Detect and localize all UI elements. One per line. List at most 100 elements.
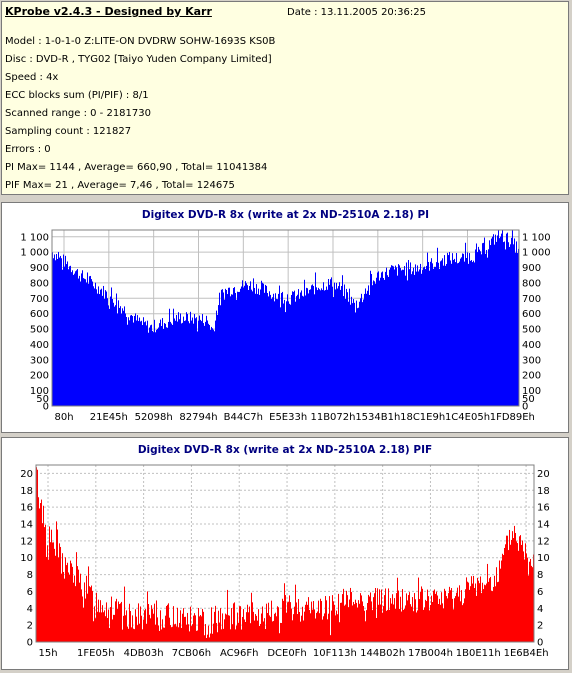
data-bar [431,595,432,642]
data-bar [207,320,208,406]
data-bar [266,285,267,406]
data-bar [147,591,148,642]
data-bar [388,588,389,642]
data-bar [529,561,530,642]
data-bar [375,587,376,642]
data-bar [451,588,452,642]
y-tick-label-left: 12 [20,536,33,547]
data-bar [190,606,191,642]
app-title: KProbe v2.4.3 - Designed by Karr [5,5,212,18]
data-bar [441,260,442,406]
data-bar [527,557,528,642]
data-bar [442,603,443,642]
data-bar [396,593,397,642]
chart-title: Digitex DVD-R 8x (write at 2x ND-2510A 2… [142,209,429,221]
data-bar [63,254,64,406]
data-bar [308,597,309,642]
data-bar [231,294,232,406]
x-tick-label: 144B02h [360,648,405,659]
data-bar [183,608,184,642]
data-bar [181,627,182,642]
data-bar [382,612,383,642]
data-bar [69,266,70,406]
data-bar [340,602,341,642]
data-bar [317,290,318,406]
x-tick-label: 1FD89Eh [490,412,535,423]
data-bar [201,321,202,406]
data-bar [131,627,132,642]
data-bar [213,329,214,406]
data-bar [302,295,303,406]
data-bar [525,543,526,642]
y-tick-label-right: 1 000 [522,248,551,259]
data-bar [55,260,56,406]
data-bar [272,297,273,406]
data-bar [138,321,139,406]
data-bar [57,529,58,642]
data-bar [266,603,267,642]
data-bar [327,619,328,642]
data-bar [201,616,202,642]
data-bar [413,611,414,642]
data-bar [154,319,155,406]
data-bar [123,310,124,406]
data-bar [419,269,420,406]
y-tick-label-left: 100 [30,386,49,397]
data-bar [361,595,362,642]
y-tick-label-right: 50 [522,394,535,405]
data-bar [95,282,96,406]
data-bar [73,274,74,406]
data-bar [129,603,130,642]
data-bar [354,302,355,406]
data-bar [78,569,79,642]
data-bar [64,266,65,406]
data-bar [402,269,403,406]
data-bar [456,253,457,406]
data-bar [391,265,392,406]
data-bar [389,269,390,406]
data-bar [468,263,469,406]
data-bar [303,620,304,642]
data-bar [484,584,485,642]
data-bar [288,601,289,642]
data-bar [76,552,77,642]
data-bar [215,605,216,642]
data-bar [149,327,150,406]
data-bar [334,282,335,406]
data-bar [61,573,62,642]
y-tick-label-right: 20 [537,469,550,480]
data-bar [486,249,487,406]
data-bar [256,284,257,406]
data-bar [402,589,403,642]
data-bar [504,547,505,642]
data-bar [531,565,532,642]
data-bar [60,546,61,642]
data-bar [313,601,314,642]
data-bar [322,619,323,642]
data-bar [362,601,363,642]
data-bar [167,327,168,406]
data-bar [438,604,439,642]
data-bar [50,542,51,642]
data-bar [222,613,223,642]
data-bar [377,588,378,642]
data-bar [461,257,462,406]
errors-line: Errors : 0 [5,144,51,155]
data-bar [446,596,447,642]
data-bar [241,286,242,406]
data-bar [242,280,243,406]
data-bar [251,289,252,406]
data-bar [229,615,230,642]
y-tick-label-left: 18 [20,486,33,497]
data-bar [369,294,370,406]
data-bar [475,249,476,406]
data-bar [86,575,87,642]
data-bar [345,604,346,642]
data-bar [231,608,232,642]
data-bar [143,619,144,642]
data-bar [151,605,152,642]
data-bar [68,572,69,642]
data-bar [457,263,458,406]
data-bar [103,285,104,406]
data-bar [275,612,276,642]
